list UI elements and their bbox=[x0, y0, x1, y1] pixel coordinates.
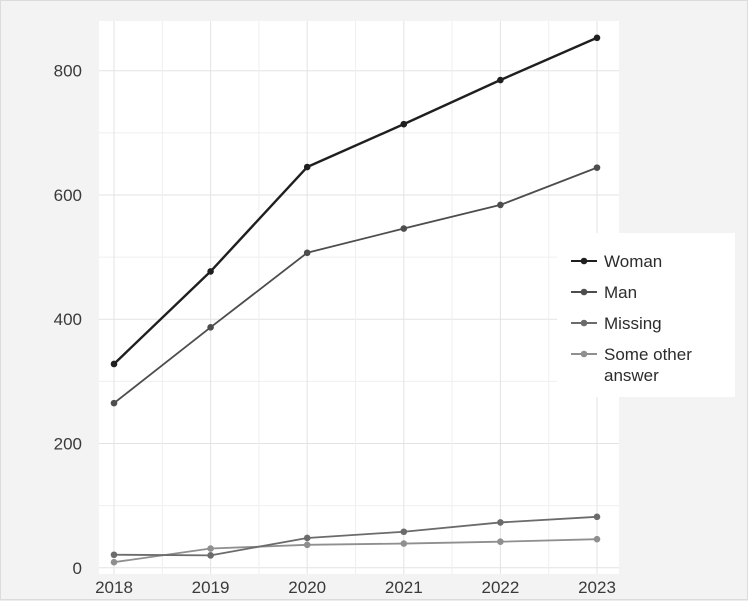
data-point-man bbox=[207, 324, 214, 331]
data-point-some-other-answer bbox=[110, 558, 118, 566]
y-axis: 0 200 400 600 800 bbox=[54, 62, 82, 578]
legend-label-line: Missing bbox=[604, 314, 662, 333]
legend-label-line: Some other bbox=[604, 345, 692, 364]
legend-label: Man bbox=[604, 283, 637, 302]
x-tick-label: 2022 bbox=[481, 578, 519, 597]
legend-label-line: Woman bbox=[604, 252, 662, 271]
y-tick-label: 400 bbox=[54, 310, 82, 329]
data-point-missing bbox=[497, 519, 504, 526]
legend-item-some-other-answer: Some other answer bbox=[571, 345, 692, 385]
series-line-missing bbox=[113, 515, 598, 557]
series-layer bbox=[110, 34, 601, 566]
x-tick-label: 2018 bbox=[95, 578, 133, 597]
series-line-woman bbox=[113, 36, 598, 365]
series-some-other-answer bbox=[110, 535, 601, 566]
data-point-woman bbox=[497, 76, 504, 84]
legend-item-missing: Missing bbox=[571, 314, 662, 333]
y-tick-label: 200 bbox=[54, 435, 82, 454]
y-tick-label: 0 bbox=[73, 559, 82, 578]
series-missing bbox=[110, 513, 601, 559]
plot-background bbox=[99, 21, 619, 574]
legend-item-woman: Woman bbox=[571, 252, 662, 271]
legend-label-line: answer bbox=[604, 366, 659, 385]
data-point-missing bbox=[110, 551, 118, 559]
data-point-missing bbox=[207, 552, 214, 559]
data-point-woman bbox=[303, 163, 311, 171]
legend: Woman Man Missing Some other answer bbox=[557, 233, 735, 397]
data-point-missing bbox=[593, 513, 601, 521]
series-woman bbox=[110, 34, 601, 368]
y-tick-label: 800 bbox=[54, 62, 82, 81]
data-point-some-other-answer bbox=[207, 545, 214, 552]
x-tick-label: 2020 bbox=[288, 578, 326, 597]
y-tick-label: 600 bbox=[54, 186, 82, 205]
data-point-man bbox=[593, 164, 601, 171]
series-man bbox=[110, 164, 601, 407]
data-point-man bbox=[110, 399, 118, 407]
data-point-woman bbox=[593, 34, 601, 42]
data-point-man bbox=[497, 201, 504, 209]
x-axis: 2018 2019 2020 2021 2022 2023 bbox=[95, 578, 616, 597]
legend-item-man: Man bbox=[571, 283, 637, 302]
legend-swatch-point bbox=[580, 288, 588, 296]
data-point-some-other-answer bbox=[593, 535, 601, 543]
data-point-missing bbox=[303, 534, 311, 542]
data-point-some-other-answer bbox=[303, 541, 311, 549]
data-point-woman bbox=[110, 360, 118, 368]
data-point-man bbox=[303, 249, 311, 257]
data-point-woman bbox=[400, 120, 408, 128]
grid bbox=[99, 21, 619, 574]
legend-label: Some other answer bbox=[604, 345, 692, 385]
data-point-woman bbox=[207, 268, 214, 275]
data-point-some-other-answer bbox=[497, 538, 504, 545]
legend-label: Woman bbox=[604, 252, 662, 271]
legend-label-line: Man bbox=[604, 283, 637, 302]
x-tick-label: 2023 bbox=[578, 578, 616, 597]
data-point-missing bbox=[400, 528, 408, 536]
legend-swatch-point bbox=[580, 319, 588, 327]
data-point-man bbox=[400, 225, 408, 232]
series-line-man bbox=[113, 166, 598, 404]
data-point-some-other-answer bbox=[400, 540, 408, 547]
x-tick-label: 2019 bbox=[192, 578, 230, 597]
x-tick-label: 2021 bbox=[385, 578, 423, 597]
legend-label: Missing bbox=[604, 314, 662, 333]
legend-swatch-point bbox=[580, 350, 588, 358]
legend-swatch-point bbox=[580, 257, 588, 265]
series-line-some-other-answer bbox=[113, 538, 598, 564]
